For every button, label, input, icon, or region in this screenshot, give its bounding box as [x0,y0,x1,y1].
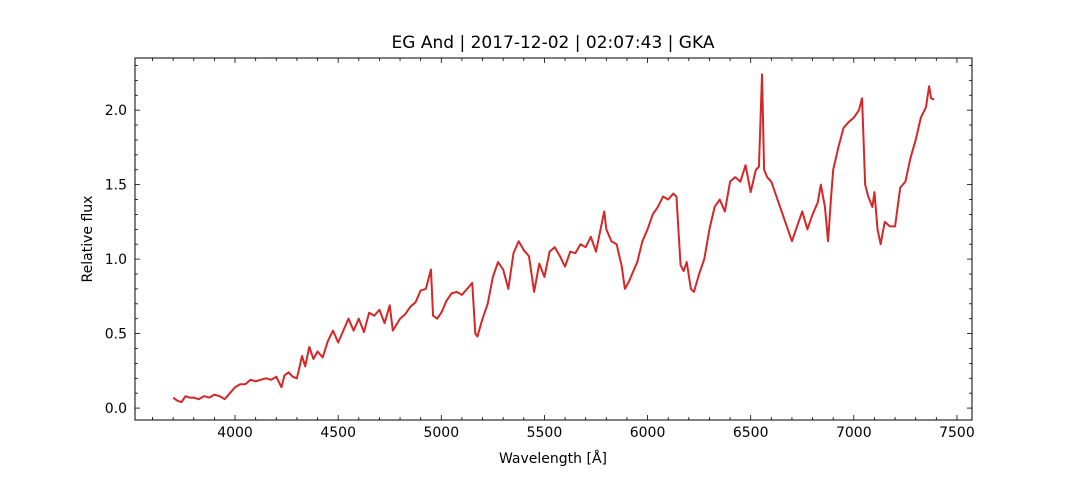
x-tick-label: 7000 [836,425,872,441]
y-tick-label: 0.5 [105,327,127,343]
x-tick-label: 4500 [320,425,356,441]
y-tick-label: 1.0 [105,252,127,268]
y-tick-label: 0.0 [105,401,127,417]
y-tick-label: 2.0 [105,103,127,119]
x-tick-label: 5000 [423,425,459,441]
x-axis-label: Wavelength [Å] [499,450,607,467]
plot-frame [134,57,973,421]
x-tick-label: 6500 [733,425,769,441]
y-axis-label: Relative flux [80,196,96,283]
spectrum-line [172,73,935,404]
chart-title: EG And | 2017-12-02 | 02:07:43 | GKA [392,33,715,53]
x-tick-label: 4000 [217,425,253,441]
x-tick-label: 6000 [630,425,666,441]
x-tick-label: 5500 [527,425,563,441]
y-tick-label: 1.5 [105,178,127,194]
x-tick-label: 7500 [939,425,975,441]
